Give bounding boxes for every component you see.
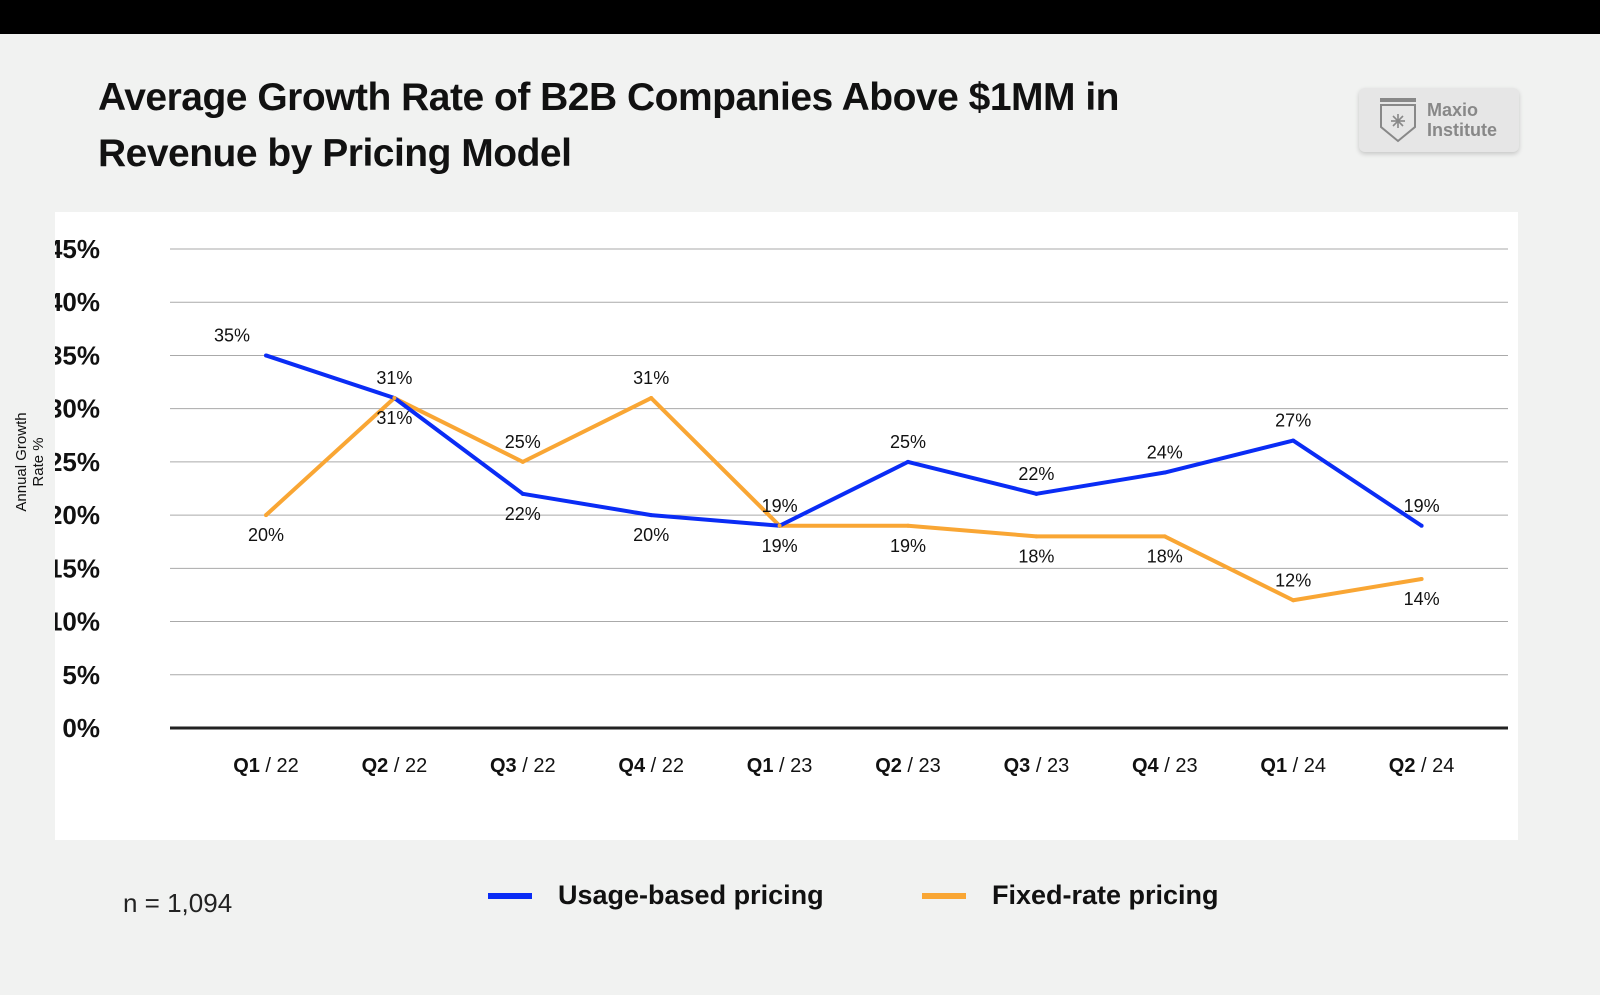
data-point-usage	[1419, 523, 1424, 528]
data-point-fixed	[520, 459, 525, 464]
data-point-fixed	[906, 523, 910, 528]
data-label-usage: 22%	[1018, 464, 1054, 484]
chart-panel: 0% 5% 10% 15% 20% 25% 30% 35% 40% 45% Q1 / 22 Q2 / …	[55, 212, 1518, 840]
data-label-usage: 19%	[1404, 496, 1440, 516]
legend-label: Usage-based pricing	[558, 880, 824, 910]
data-point-usage	[264, 353, 268, 358]
x-tick-label: Q1 / 22	[233, 755, 299, 777]
y-tick-label: 0%	[62, 713, 100, 743]
y-tick-label: 45%	[55, 234, 100, 264]
chart-title: Average Growth Rate of B2B Companies Abo…	[98, 76, 1119, 175]
x-tick-label: Q2 / 24	[1389, 755, 1455, 777]
shield-icon	[1380, 98, 1416, 143]
logo-text-line1: Maxio	[1427, 100, 1479, 120]
data-label-usage: 25%	[890, 432, 926, 452]
legend-swatch	[922, 892, 966, 899]
data-label-fixed: 19%	[890, 536, 926, 556]
x-tick-label: Q1 / 24	[1260, 755, 1326, 777]
y-tick-label: 5%	[62, 660, 100, 690]
data-point-fixed	[1419, 576, 1424, 581]
data-label-fixed: 19%	[762, 496, 798, 516]
top-bar	[0, 0, 1600, 34]
y-axis-label: Annual Growth Rate %	[13, 412, 47, 512]
data-point-fixed	[649, 396, 654, 401]
data-label-usage: 31%	[376, 368, 412, 388]
data-label-usage: 27%	[1275, 411, 1311, 431]
x-tick-label: Q4 / 22	[618, 755, 684, 777]
data-point-usage	[1034, 491, 1039, 496]
x-tick-label: Q4 / 23	[1132, 755, 1198, 777]
data-label-fixed: 25%	[505, 432, 541, 452]
data-point-usage	[520, 491, 525, 496]
data-label-usage: 24%	[1147, 443, 1183, 463]
data-label-usage: 20%	[633, 525, 669, 545]
data-point-fixed	[1034, 534, 1039, 539]
x-tick-label: Q3 / 23	[1004, 755, 1070, 777]
sample-size: n = 1,094	[123, 888, 233, 918]
y-tick-label: 25%	[55, 447, 100, 477]
data-point-usage	[649, 513, 654, 518]
data-point-usage	[1291, 438, 1296, 443]
data-point-fixed	[1162, 534, 1167, 539]
x-tick-label: Q3 / 22	[490, 755, 556, 777]
logo-text-line2: Institute	[1427, 120, 1497, 140]
data-point-fixed	[1291, 598, 1296, 603]
legend-usage: Usage-based pricing	[488, 880, 824, 911]
line-chart: 0% 5% 10% 15% 20% 25% 30% 35% 40% 45% Q1 / 22 Q2 / …	[55, 234, 1508, 777]
x-tick-label: Q2 / 23	[875, 755, 941, 777]
x-tick-label: Q2 / 22	[362, 755, 428, 777]
data-label-fixed: 20%	[248, 525, 284, 545]
data-point-fixed	[392, 396, 397, 401]
legend-fixed: Fixed-rate pricing	[922, 880, 1219, 911]
data-label-usage: 35%	[214, 325, 250, 345]
maxio-institute-logo: Maxio Institute	[1359, 88, 1519, 152]
data-label-usage: 22%	[505, 504, 541, 524]
data-label-fixed: 31%	[633, 368, 669, 388]
x-tick-label: Q1 / 23	[747, 755, 813, 777]
data-point-usage	[906, 459, 910, 464]
data-point-fixed	[264, 513, 268, 518]
data-label-fixed: 18%	[1018, 546, 1054, 566]
series-line-usage	[265, 353, 1423, 528]
data-point-fixed	[777, 523, 782, 528]
y-tick-label: 40%	[55, 287, 100, 317]
data-point-usage	[1162, 470, 1167, 475]
data-label-fixed: 18%	[1147, 546, 1183, 566]
data-label-fixed: 31%	[376, 408, 412, 428]
series-line-fixed	[264, 396, 1422, 603]
legend-label: Fixed-rate pricing	[992, 880, 1219, 910]
y-tick-label: 20%	[55, 500, 100, 530]
y-tick-label: 15%	[55, 553, 100, 583]
data-label-usage: 19%	[762, 536, 798, 556]
data-label-fixed: 12%	[1275, 570, 1311, 590]
y-tick-label: 35%	[55, 340, 100, 370]
data-label-fixed: 14%	[1404, 589, 1440, 609]
y-tick-label: 10%	[55, 607, 100, 637]
y-tick-label: 30%	[55, 394, 100, 424]
legend-swatch	[488, 892, 532, 899]
